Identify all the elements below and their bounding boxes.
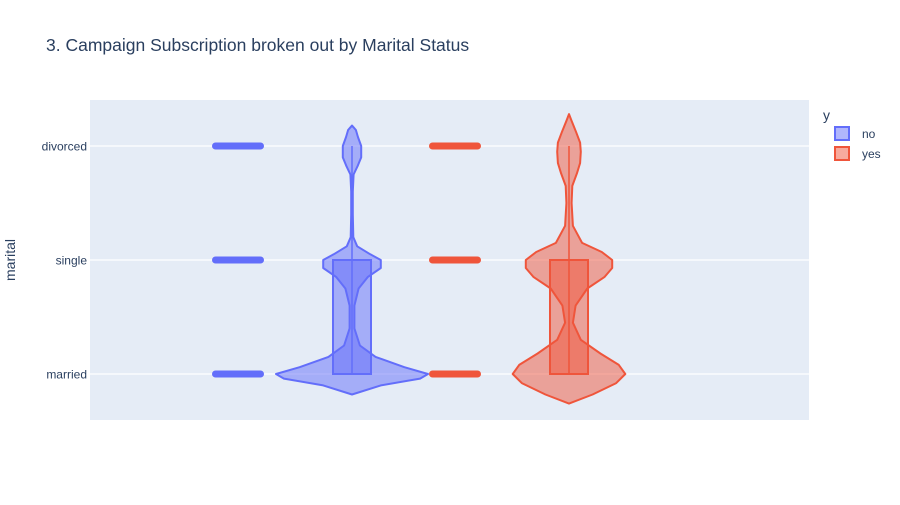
points-yes-divorced: [429, 142, 481, 150]
legend-label: no: [862, 127, 876, 141]
legend-item-no[interactable]: no: [834, 126, 876, 141]
points-yes-married: [429, 370, 481, 378]
points-yes-single: [429, 256, 481, 264]
y-axis-title: marital: [2, 239, 18, 281]
y-tick-label: married: [46, 368, 87, 382]
points-no-single: [212, 256, 264, 264]
points-no-divorced: [212, 142, 264, 150]
violin-box-no: [332, 259, 372, 375]
y-tick-label: divorced: [42, 140, 87, 154]
legend-item-yes[interactable]: yes: [834, 146, 881, 161]
violins: [212, 113, 627, 405]
violin-no: [212, 124, 429, 396]
y-tick-label: single: [56, 254, 88, 268]
legend-swatch: [834, 126, 850, 141]
chart-title: 3. Campaign Subscription broken out by M…: [46, 35, 469, 55]
violin-box-yes: [549, 259, 589, 375]
legend-items: no yes: [834, 126, 881, 161]
legend-swatch: [834, 146, 850, 161]
points-no-married: [212, 370, 264, 378]
violin-yes: [429, 113, 627, 405]
legend: y no yes: [823, 107, 881, 161]
legend-label: yes: [862, 147, 881, 161]
y-tick-labels: married single divorced: [42, 140, 88, 382]
legend-title: y: [823, 107, 830, 123]
